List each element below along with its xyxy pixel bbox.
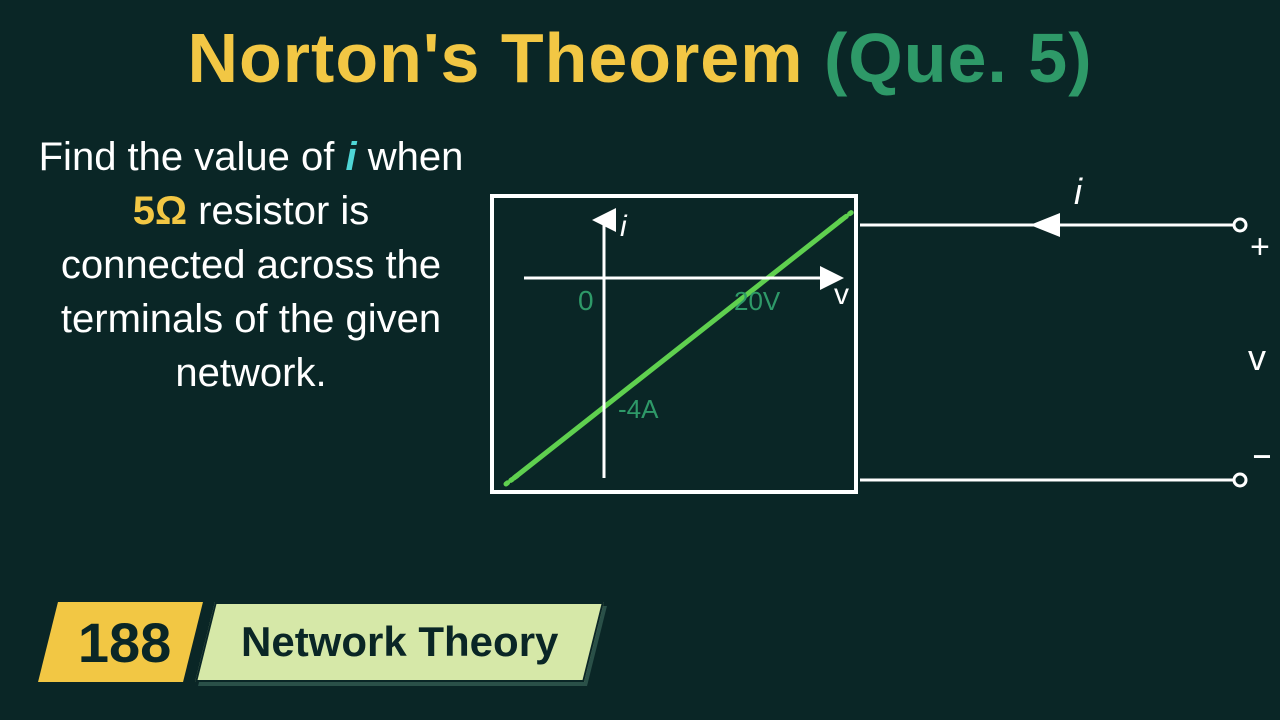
current-arrow-icon: [1030, 213, 1060, 237]
q-mid2: resistor is connected across the termina…: [61, 189, 441, 395]
question-text: Find the value of i when 5Ω resistor is …: [36, 130, 466, 400]
iv-graph: i v 0 20V -4A: [494, 198, 854, 490]
origin-label: 0: [578, 285, 594, 316]
q-mid1: when: [357, 135, 464, 179]
y-axis-label: i: [620, 210, 628, 243]
minus-label: −: [1252, 435, 1270, 479]
lesson-number-badge: 188: [38, 602, 203, 682]
terminal-bottom: [1234, 474, 1246, 486]
y-intercept-label: -4A: [618, 394, 659, 424]
iv-line: [514, 218, 844, 478]
q-var-i: i: [345, 135, 356, 179]
q-pre: Find the value of: [39, 135, 346, 179]
iv-graph-box: i v 0 20V -4A: [490, 194, 858, 494]
title-part2: (Que. 5): [824, 19, 1093, 97]
terminal-top: [1234, 219, 1246, 231]
voltage-label: v: [1248, 337, 1266, 378]
x-axis-label: v: [834, 278, 849, 311]
footer: 188 Network Theory: [48, 602, 595, 682]
current-label: i: [1074, 171, 1083, 212]
q-resistor: 5Ω: [133, 189, 187, 233]
lesson-number: 188: [78, 610, 171, 675]
course-label-badge: Network Theory: [195, 602, 604, 682]
circuit-diagram: i + v −: [850, 170, 1270, 510]
title-part1: Norton's Theorem: [187, 19, 803, 97]
page-title: Norton's Theorem (Que. 5): [0, 18, 1280, 98]
x-intercept-label: 20V: [734, 286, 781, 316]
course-label: Network Theory: [241, 618, 558, 666]
iv-line-dash-low: [506, 475, 518, 484]
plus-label: +: [1250, 228, 1270, 266]
